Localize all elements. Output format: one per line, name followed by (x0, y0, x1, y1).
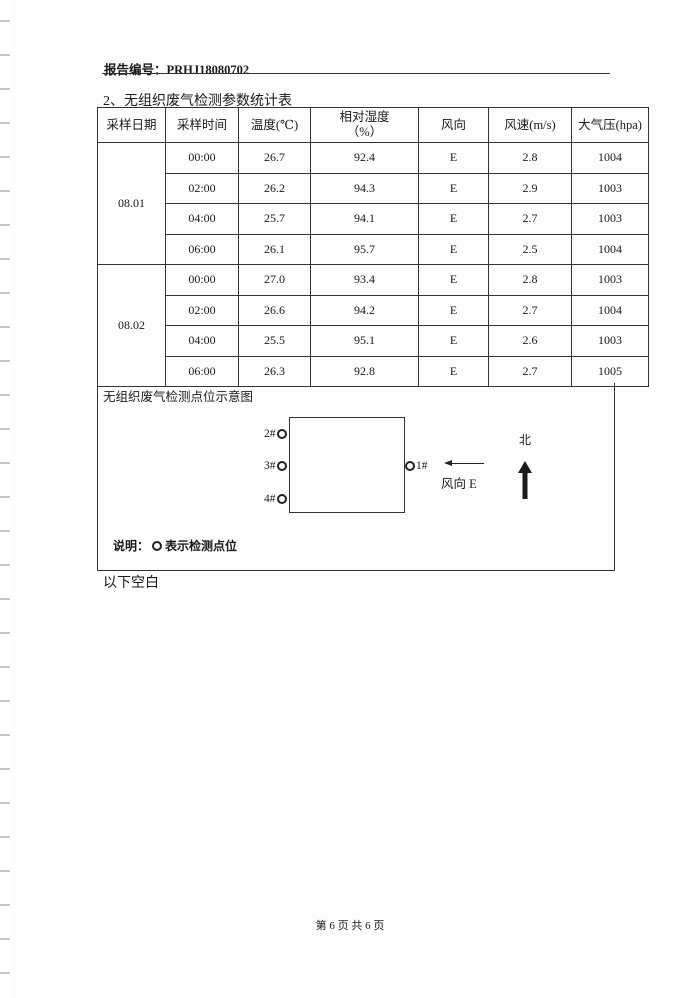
table-cell: 02:00 (165, 172, 239, 204)
point-2: 2# (264, 428, 287, 440)
table-cell: 1003 (571, 203, 649, 235)
table-cell: 95.1 (310, 325, 419, 357)
binding-holes (0, 0, 10, 998)
legend-note: 说明： 表示检测点位 (113, 537, 237, 554)
wind-direction-label: 风向 E (441, 477, 477, 491)
table-cell: 1004 (571, 294, 649, 326)
point-3: 3# (264, 460, 287, 472)
table-cell: 06:00 (165, 233, 239, 265)
column-header: 大气压(hpa) (571, 107, 649, 143)
north-arrow-icon (518, 461, 532, 499)
table-cell: 26.3 (238, 355, 311, 387)
header-rule (102, 73, 610, 74)
table-row: 02:00 26.6 94.2 E 2.7 1004 (98, 294, 649, 326)
wind-direction-arrow-icon (444, 460, 484, 466)
table-cell: E (418, 355, 489, 387)
table-cell: 2.5 (488, 233, 572, 265)
table-cell: 1003 (571, 264, 649, 296)
table-cell: 04:00 (165, 203, 239, 235)
table-row: 08.02 00:00 27.0 93.4 E 2.8 1003 (97, 264, 649, 387)
table-cell: 25.5 (238, 325, 311, 357)
table-cell: 06:00 (165, 355, 239, 387)
point-label: 2# (264, 428, 276, 440)
table-cell: 2.9 (488, 172, 572, 204)
point-label: 4# (264, 493, 276, 505)
table-cell: 25.7 (238, 203, 311, 235)
column-header: 采样日期 (97, 107, 166, 143)
table-cell: 26.7 (238, 142, 311, 174)
table-cell: 26.6 (238, 294, 311, 326)
table-cell: 2.7 (488, 203, 572, 235)
site-outline (289, 417, 405, 513)
table-cell: 26.2 (238, 172, 311, 204)
table-cell: 04:00 (165, 325, 239, 357)
table-cell: 93.4 (310, 264, 419, 296)
table-row: 08.01 00:00 26.7 92.4 E 2.8 1004 (97, 142, 649, 265)
note-text: 表示检测点位 (165, 539, 238, 553)
point-label: 1# (416, 460, 428, 472)
table-cell: E (418, 142, 489, 174)
note-prefix: 说明： (113, 539, 150, 553)
date-cell: 08.02 (97, 264, 166, 387)
column-header: 相对湿度（%） (310, 107, 419, 143)
table-cell: 2.7 (488, 294, 572, 326)
table-cell: 2.6 (488, 325, 572, 357)
table-row: 06:00 26.3 92.8 E 2.7 1005 (98, 355, 649, 387)
table-cell: 1005 (571, 355, 649, 387)
table-cell: 00:00 (165, 264, 239, 296)
point-4: 4# (264, 493, 287, 505)
table-cell: 2.8 (488, 264, 572, 296)
point-marker-icon (276, 461, 287, 471)
column-header: 采样时间 (165, 107, 239, 143)
report-number: 报告编号：PRHJ18080702 (104, 63, 250, 77)
section-title: 2、无组织废气检测参数统计表 (103, 94, 292, 109)
table-cell: E (418, 294, 489, 326)
point-marker-icon (405, 461, 415, 471)
table-cell: 2.8 (488, 142, 572, 174)
table-cell: E (418, 264, 489, 296)
point-1: 1# (405, 460, 428, 472)
blank-below-note: 以下空白 (103, 576, 159, 591)
page-number: 第 6 页 共 6 页 (315, 920, 385, 932)
column-header: 风速(m/s) (488, 107, 572, 143)
point-marker-icon (152, 540, 163, 551)
table-cell: 92.8 (310, 355, 419, 387)
table-cell: 92.4 (310, 142, 419, 174)
table-cell: 94.3 (310, 172, 419, 204)
column-header: 温度(℃) (238, 107, 311, 143)
table-row: 04:00 25.7 94.1 E 2.7 1003 (98, 203, 649, 235)
column-header: 风向 (418, 107, 489, 143)
north-label: 北 (519, 433, 532, 447)
table-cell: 2.7 (488, 355, 572, 387)
table-cell: 94.2 (310, 294, 419, 326)
table-cell: 27.0 (238, 264, 311, 296)
table-cell: E (418, 233, 489, 265)
diagram-title: 无组织废气检测点位示意图 (103, 390, 254, 404)
table-cell: 1003 (571, 172, 649, 204)
point-label: 3# (264, 460, 276, 472)
table-cell: E (418, 325, 489, 357)
table-cell: 94.1 (310, 203, 419, 235)
point-marker-icon (276, 494, 287, 504)
table-cell: 1004 (571, 142, 649, 174)
date-cell: 08.01 (97, 142, 166, 265)
table-cell: E (418, 203, 489, 235)
table-row: 02:00 26.2 94.3 E 2.9 1003 (98, 172, 649, 204)
point-marker-icon (276, 429, 287, 439)
table-cell: 00:00 (165, 142, 239, 174)
table-cell: 26.1 (238, 233, 311, 265)
table-row: 06:00 26.1 95.7 E 2.5 1004 (98, 233, 649, 265)
monitoring-point-diagram: 无组织废气检测点位示意图 2# 3# 4# 1# 风向 E 北 说明： 表示检测点… (97, 383, 615, 571)
table-cell: 1004 (571, 233, 649, 265)
table-cell: E (418, 172, 489, 204)
table-row: 04:00 25.5 95.1 E 2.6 1003 (98, 325, 649, 357)
parameter-table: 采样日期 采样时间 温度(℃) 相对湿度（%） 风向 风速(m/s) 大气压(hpa) 08… (97, 107, 649, 387)
table-cell: 1003 (571, 325, 649, 357)
table-cell: 02:00 (165, 294, 239, 326)
table-cell: 95.7 (310, 233, 419, 265)
